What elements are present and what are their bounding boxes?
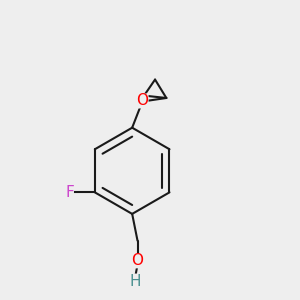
- Text: F: F: [65, 185, 74, 200]
- Text: H: H: [129, 274, 141, 289]
- Text: O: O: [136, 94, 148, 109]
- Text: O: O: [131, 254, 143, 268]
